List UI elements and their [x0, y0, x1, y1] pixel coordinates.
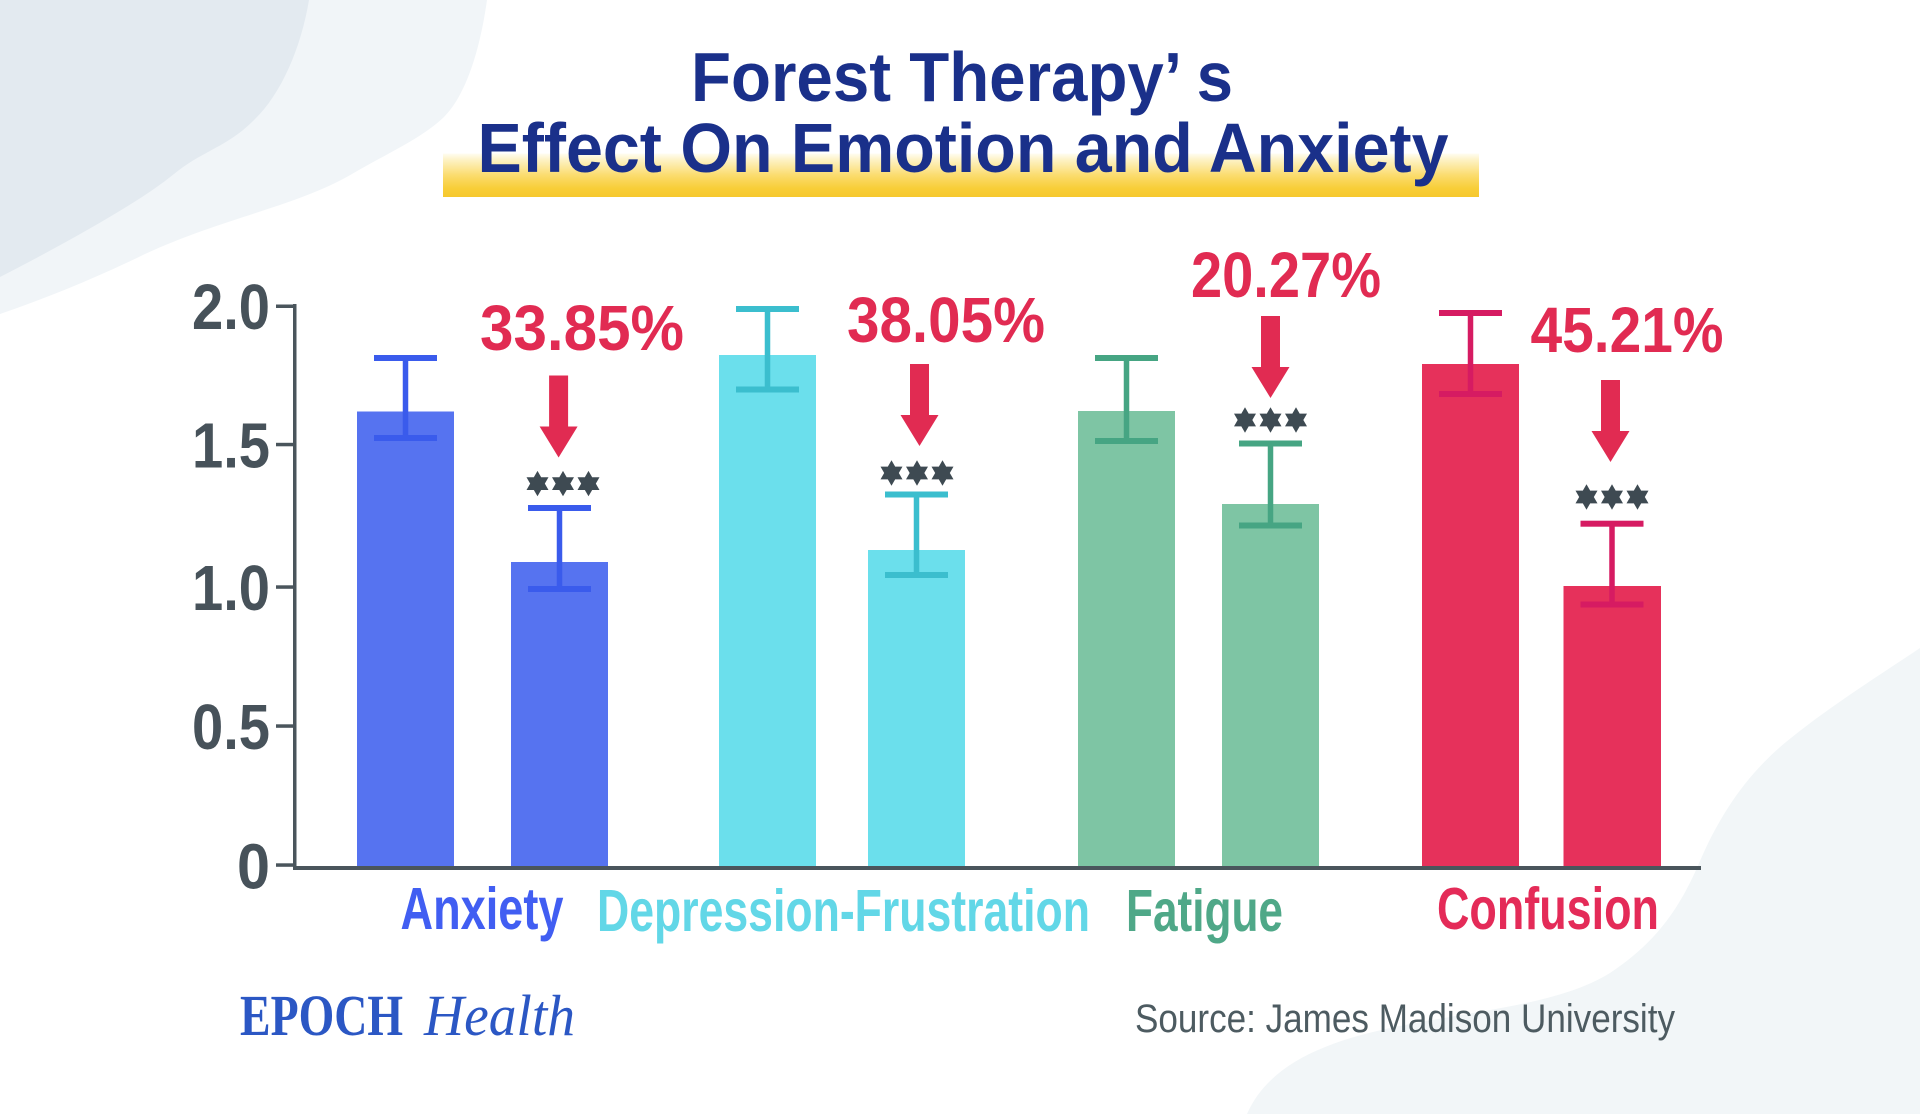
- svg-text:Source: James Madison Universi: Source: James Madison University: [1135, 997, 1675, 1041]
- svg-text:45.21%: 45.21%: [1531, 294, 1724, 366]
- svg-text:1.5: 1.5: [192, 410, 270, 482]
- svg-text:Effect On Emotion and Anxiety: Effect On Emotion and Anxiety: [478, 109, 1449, 187]
- svg-text:Confusion: Confusion: [1437, 876, 1659, 942]
- svg-text:Depression-Frustration: Depression-Frustration: [597, 878, 1090, 944]
- svg-text:1.0: 1.0: [192, 552, 270, 624]
- svg-text:0: 0: [237, 831, 270, 903]
- svg-text:Health: Health: [423, 983, 575, 1048]
- svg-text:33.85%: 33.85%: [480, 292, 684, 364]
- svg-text:0.5: 0.5: [192, 691, 270, 763]
- svg-text:38.05%: 38.05%: [847, 284, 1045, 356]
- svg-text:20.27%: 20.27%: [1191, 239, 1381, 311]
- svg-text:2.0: 2.0: [192, 271, 270, 343]
- svg-text:Forest Therapy’ s: Forest Therapy’ s: [691, 38, 1233, 116]
- svg-text:Fatigue: Fatigue: [1126, 878, 1283, 944]
- svg-text:Anxiety: Anxiety: [401, 876, 564, 942]
- svg-text:EPOCH: EPOCH: [240, 983, 403, 1048]
